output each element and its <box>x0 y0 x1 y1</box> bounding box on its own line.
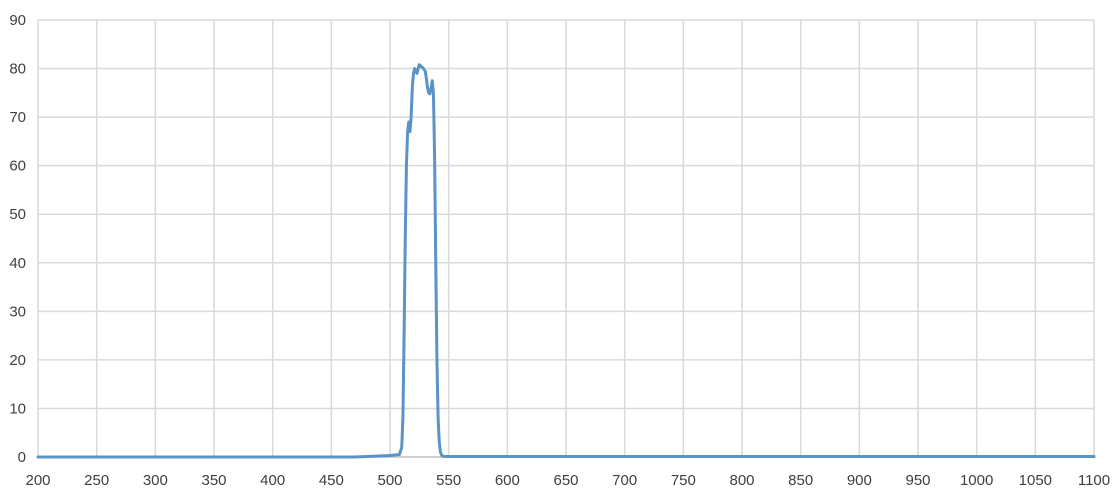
tick-labels: 200 250 300 350 400 450 500 550 600 650 700 750 800 8… <box>9 12 1110 489</box>
x-tick-label: 1050 <box>1019 472 1052 489</box>
x-tick-label: 750 <box>671 472 696 489</box>
x-tick-label: 600 <box>495 472 520 489</box>
y-tick-label: 0 <box>18 449 26 466</box>
x-tick-label: 300 <box>143 472 168 489</box>
x-tick-label: 950 <box>905 472 930 489</box>
y-tick-label: 70 <box>9 109 26 126</box>
x-tick-label: 650 <box>553 472 578 489</box>
x-tick-label: 850 <box>788 472 813 489</box>
series-layer <box>36 63 1096 459</box>
x-tick-label: 500 <box>377 472 402 489</box>
grid <box>37 19 1095 457</box>
y-tick-label: 60 <box>9 158 26 175</box>
x-tick-label: 350 <box>201 472 226 489</box>
y-tick-label: 80 <box>9 61 26 78</box>
x-tick-label: 1000 <box>960 472 993 489</box>
x-tick-label: 1100 <box>1078 472 1110 489</box>
transmission-series-line <box>36 63 1096 459</box>
x-tick-label: 250 <box>84 472 109 489</box>
y-tick-label: 50 <box>9 206 26 223</box>
x-tick-label: 400 <box>260 472 285 489</box>
x-tick-label: 200 <box>25 472 50 489</box>
y-tick-label: 30 <box>9 303 26 320</box>
y-tick-label: 10 <box>9 400 26 417</box>
x-tick-label: 700 <box>612 472 637 489</box>
y-tick-label: 20 <box>9 352 26 369</box>
x-tick-label: 900 <box>847 472 872 489</box>
y-tick-label: 40 <box>9 255 26 272</box>
x-tick-label: 450 <box>319 472 344 489</box>
y-tick-label: 90 <box>9 12 26 29</box>
x-tick-label: 800 <box>729 472 754 489</box>
x-tick-label: 550 <box>436 472 461 489</box>
